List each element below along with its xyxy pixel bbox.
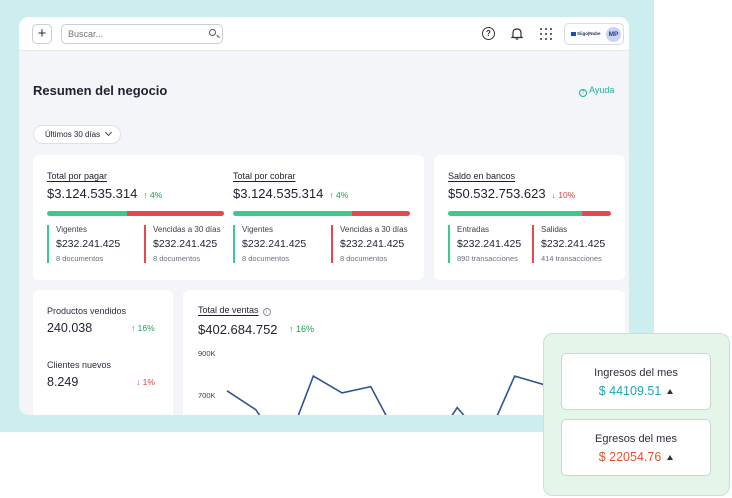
y-tick-label: 900K [198,349,216,358]
search-input[interactable] [61,24,223,44]
payables-vencidas: Vencidas a 30 días $232.241.425 8 docume… [144,225,221,263]
income-value: $ 44109.51 [562,384,710,398]
sales-value: $402.684.752 [198,322,278,337]
sales-change: ↑ 16% [289,324,315,334]
account-switcher[interactable]: Siigo|Nube MP [564,23,624,45]
banks-entradas: Entradas $232.241.425 890 transacciones [448,225,521,263]
help-circle-icon: ? [579,89,587,97]
info-icon[interactable]: i [262,308,271,316]
page-title: Resumen del negocio [33,83,168,98]
banks-label[interactable]: Saldo en bancos [448,171,516,181]
payables-change: ↑ 4% [143,190,163,200]
new-clients-label: Clientes nuevos [47,360,112,370]
bank-balance-card: Saldo en bancos $50.532.753.623 ↓ 10% Ent… [434,155,625,280]
products-sold-change: ↑ 16% [131,323,155,333]
payables-receivables-card: Total por pagar $3.124.535.314 ↑ 4% Vigen… [33,155,424,280]
receivables-vencidas: Vencidas a 30 días $232.241.425 8 docume… [331,225,408,263]
period-filter-dropdown[interactable]: Últimos 30 días [33,125,121,144]
top-bar: + ? Siigo|Nube MP [19,17,629,51]
banks-value: $50.532.753.623 ↓ 10% [448,186,576,201]
apps-grid-icon[interactable] [540,28,552,40]
brand-logo: Siigo|Nube [571,31,601,36]
app-frame: + ? Siigo|Nube MP Resumen del negocio ?A… [0,0,654,432]
monthly-summary-panel: Ingresos del mes $ 44109.51 Egresos del … [543,333,730,496]
caret-up-icon [667,389,674,394]
bell-icon[interactable] [511,27,523,40]
help-icon[interactable]: ? [482,27,495,40]
expenses-value: $ 22054.76 [562,450,710,464]
new-clients-change: ↓ 1% [136,377,155,387]
y-tick-label: 700K [198,391,216,400]
receivables-bar [233,211,410,216]
payables-vigentes: Vigentes $232.241.425 8 documentos [47,225,120,263]
new-clients-value: 8.249 [47,375,79,389]
payables-value: $3.124.535.314 ↑ 4% [47,186,163,201]
income-card: Ingresos del mes $ 44109.51 [561,353,711,410]
payables-label[interactable]: Total por pagar [47,171,108,181]
period-filter-label: Últimos 30 días [45,130,101,139]
products-sold-value: 240.038 [47,321,93,335]
banks-bar [448,211,611,216]
caret-up-icon [667,455,674,460]
add-button[interactable]: + [32,24,52,44]
payables-bar [47,211,224,216]
help-link[interactable]: ? Ayuda [579,85,614,97]
chevron-down-icon [104,128,113,137]
receivables-vigentes: Vigentes $232.241.425 8 documentos [233,225,306,263]
avatar[interactable]: MP [606,27,621,42]
income-label: Ingresos del mes [594,367,678,379]
metrics-card: Productos vendidos 240.038 ↑ 16% Cliente… [33,290,173,415]
sales-line-chart: 900K700K500K300K [198,349,602,415]
search-icon[interactable] [209,29,216,36]
receivables-change: ↑ 4% [329,190,349,200]
receivables-value: $3.124.535.314 ↑ 4% [233,186,349,201]
products-sold-label: Productos vendidos [47,306,127,316]
sales-title[interactable]: Total de ventas i [198,305,271,316]
expenses-card: Egresos del mes $ 22054.76 [561,419,711,476]
banks-change: ↓ 10% [551,190,576,200]
series-line-1 [226,374,602,415]
expenses-label: Egresos del mes [595,433,677,445]
app-window: + ? Siigo|Nube MP Resumen del negocio ?A… [19,17,629,415]
banks-salidas: Salidas $232.241.425 414 transacciones [532,225,605,263]
receivables-label[interactable]: Total por cobrar [233,171,296,181]
